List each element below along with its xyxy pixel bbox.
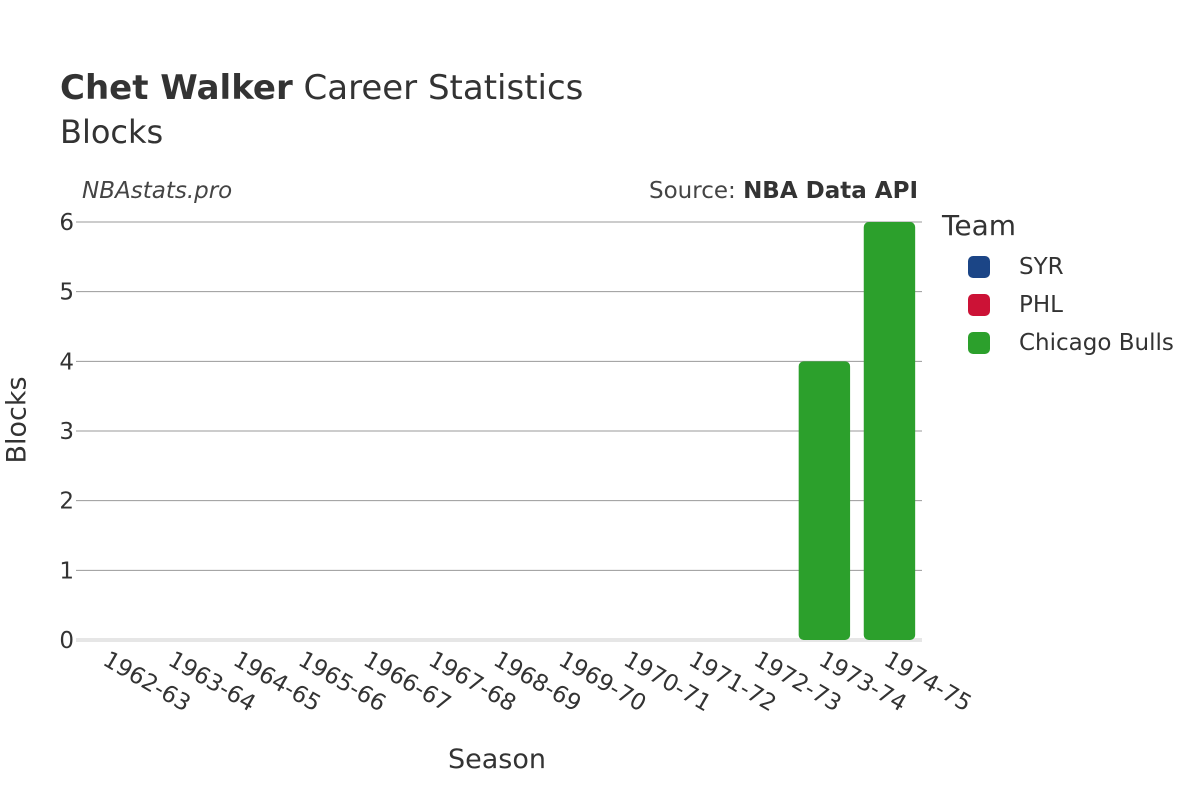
y-tick-label: 1 — [59, 558, 74, 584]
legend-title: Team — [942, 209, 1017, 242]
y-tick-label: 0 — [59, 628, 74, 654]
watermark: NBAstats.pro — [82, 178, 233, 204]
legend-swatch-phl — [968, 294, 990, 316]
legend-label-syr: SYR — [1019, 254, 1064, 280]
y-axis-title: Blocks — [1, 376, 33, 464]
y-tick-label: 5 — [59, 280, 74, 306]
bar — [798, 361, 851, 640]
legend-item-syr[interactable]: SYR — [942, 248, 1174, 286]
player-name: Chet Walker — [60, 68, 293, 108]
chart-title: Chet Walker Career Statistics — [60, 66, 583, 110]
legend-swatch-chicago-bulls — [968, 332, 990, 354]
title-rest: Career Statistics — [292, 68, 584, 108]
chart-subtitle: Blocks — [60, 113, 164, 151]
legend-label-phl: PHL — [1019, 292, 1063, 318]
y-tick-label: 4 — [59, 349, 74, 375]
legend-swatch-syr — [968, 256, 990, 278]
source-note: Source: NBA Data API — [649, 178, 918, 204]
legend-label-chicago-bulls: Chicago Bulls — [1019, 330, 1174, 356]
x-axis-title: Season — [448, 744, 546, 775]
bar — [863, 222, 916, 640]
legend-item-chicago-bulls[interactable]: Chicago Bulls — [942, 324, 1174, 362]
source-prefix: Source: — [649, 178, 744, 204]
y-tick-label: 2 — [59, 489, 74, 515]
legend: Team SYR PHL Chicago Bulls — [942, 208, 1174, 362]
y-tick-label: 6 — [59, 210, 74, 236]
legend-item-phl[interactable]: PHL — [942, 286, 1174, 324]
y-tick-label: 3 — [59, 419, 74, 445]
source-name: NBA Data API — [743, 178, 918, 204]
